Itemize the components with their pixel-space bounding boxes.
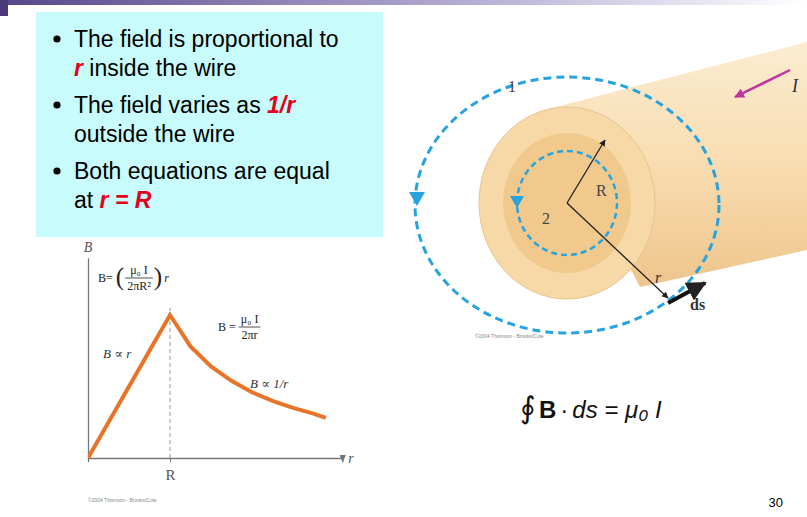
bullet-dot xyxy=(53,167,60,174)
loop-1-arrow xyxy=(409,192,425,206)
bullet-dot xyxy=(53,35,60,42)
loop-radius-arrow xyxy=(567,203,668,298)
equation: ∮B·ds = μ₀ I xyxy=(520,391,662,425)
credit: ©2004 Thomson - Brooks/Cole xyxy=(88,497,157,503)
y-axis-title: B xyxy=(84,240,93,255)
formula-text: B = xyxy=(218,320,236,334)
credit: ©2004 Thomson - Brooks/Cole xyxy=(475,333,544,339)
bullet-line: r inside the wire xyxy=(74,55,236,81)
equation-part: ds = μ₀ I xyxy=(572,396,662,423)
fraction-bar xyxy=(125,278,153,279)
fraction-bar xyxy=(239,327,261,328)
formula-text: μ₀ I xyxy=(130,263,148,277)
x-axis-title: r xyxy=(348,451,354,466)
loop-1 xyxy=(415,77,719,333)
x-tick: R xyxy=(165,458,175,483)
bullet-text: The field varies as xyxy=(74,92,267,118)
plot-area xyxy=(88,315,326,458)
guide-line xyxy=(170,308,171,458)
ds-label: ds xyxy=(690,296,705,313)
header-marker xyxy=(0,0,8,16)
equation-part: · xyxy=(560,396,568,423)
bullet-text: outside the wire xyxy=(74,121,235,147)
formula-text: B= xyxy=(98,271,113,285)
bullet-line: The field is proportional to xyxy=(74,26,339,52)
bullet-line: at r = R xyxy=(74,187,152,213)
formula-text: ( xyxy=(116,263,124,291)
formula-text: ) xyxy=(154,263,162,291)
loop-2-arrow xyxy=(510,196,524,208)
bullet-line: The field varies as 1/r xyxy=(74,92,296,118)
bullet-line: Both equations are equal xyxy=(74,158,330,184)
equation-part: B xyxy=(539,396,556,423)
bullet-text: at xyxy=(74,187,100,213)
x-tick-mark xyxy=(170,458,171,462)
x-axis-line xyxy=(89,459,343,463)
bullet-text: inside the wire xyxy=(83,55,236,81)
bullet-text: r = R xyxy=(100,187,152,213)
bullet-box xyxy=(36,12,383,237)
wire-diagram: 1 2 I Rr ds ©2004 Thomson - Brooks/Cole xyxy=(409,42,807,339)
y-axis-line xyxy=(88,258,89,458)
loop-label: 2 xyxy=(542,210,550,227)
annotation: B ∝ 1/r xyxy=(250,376,289,391)
formula-text: 2πR² xyxy=(127,279,151,293)
chart: RBrB=(μ₀ I2πR²)rB =μ₀ I2πrB ∝ rB ∝ 1/r©2… xyxy=(84,240,354,503)
bullet-dot xyxy=(53,101,60,108)
loop-radius-label: r xyxy=(655,269,662,286)
x-tick-label: R xyxy=(165,467,175,483)
loop-label: 1 xyxy=(508,78,516,95)
bullet-line: outside the wire xyxy=(74,121,235,147)
page-number: 30 xyxy=(769,495,783,510)
bullet-text: Both equations are equal xyxy=(74,158,330,184)
annotation: B ∝ r xyxy=(103,346,132,361)
radius-label: R xyxy=(596,182,607,199)
current-arrow xyxy=(735,70,790,97)
header-band xyxy=(0,0,807,5)
bullet-text: The field is proportional to xyxy=(74,26,339,52)
equation-part: ∮ xyxy=(520,391,536,425)
current-label: I xyxy=(791,76,799,96)
field-curve xyxy=(88,315,326,458)
y-axis xyxy=(88,258,89,458)
formula-text: 2πr xyxy=(242,328,258,342)
slide: The field is proportional to r inside the… xyxy=(0,0,807,517)
formula-text: μ₀ I xyxy=(241,312,259,326)
formula-text: r xyxy=(164,271,169,285)
bullet-text: 1/r xyxy=(267,92,296,118)
x-axis: R xyxy=(89,458,343,483)
